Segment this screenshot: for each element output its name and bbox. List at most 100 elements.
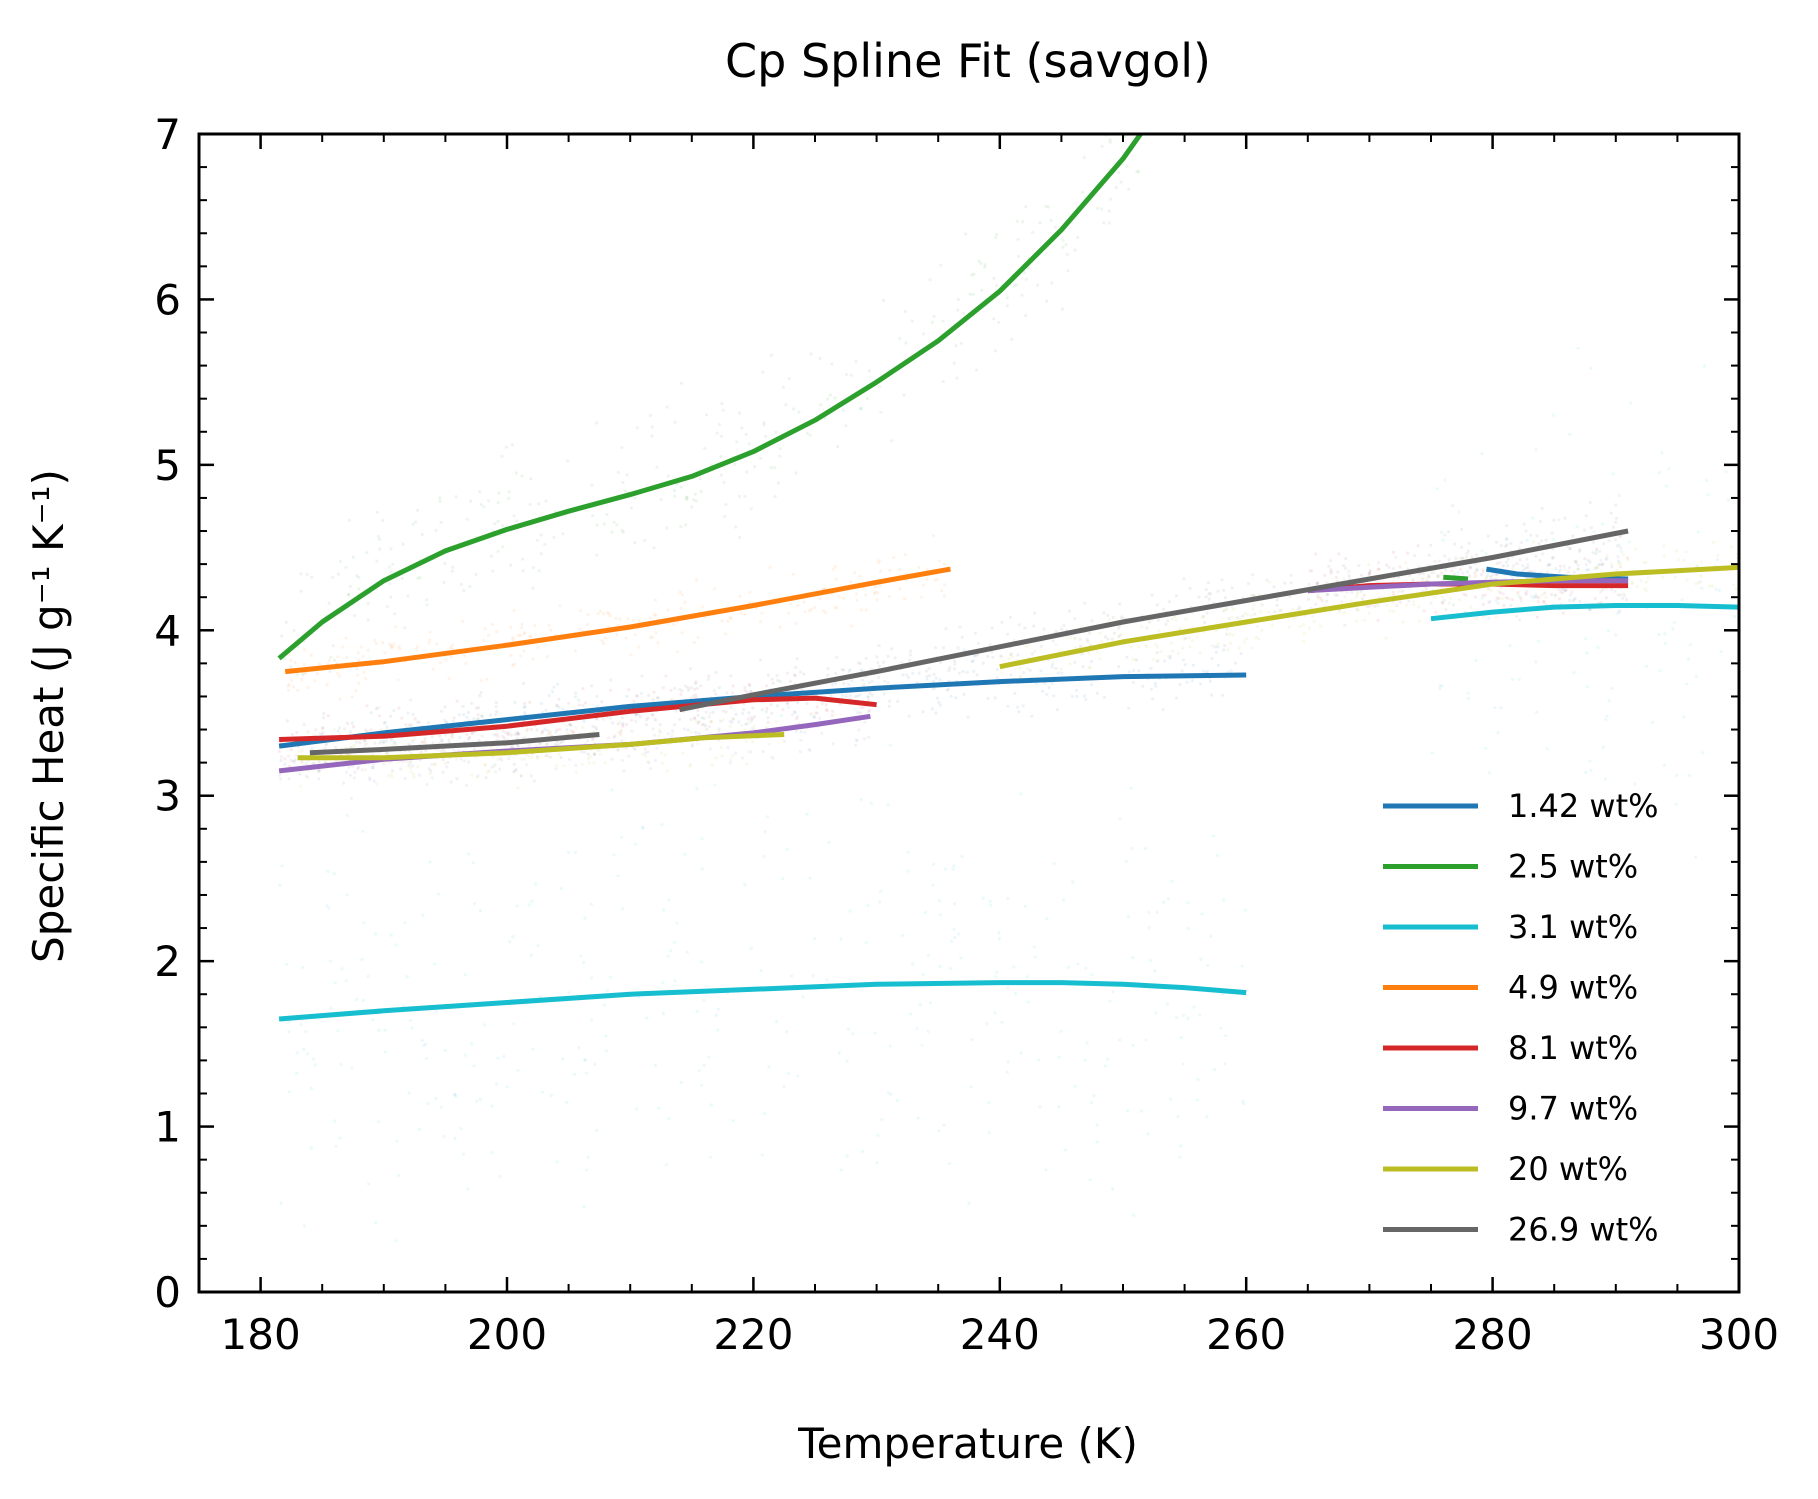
raw-data-point — [1447, 530, 1451, 534]
raw-data-point — [1599, 590, 1603, 594]
raw-data-point — [344, 979, 348, 983]
raw-data-point — [1025, 667, 1029, 671]
raw-data-point — [802, 600, 806, 604]
raw-data-point — [1118, 602, 1122, 606]
raw-data-point — [624, 636, 628, 640]
raw-data-point — [414, 647, 419, 652]
raw-data-point — [441, 770, 445, 774]
raw-data-point — [659, 497, 663, 502]
raw-data-point — [596, 612, 600, 616]
raw-data-point — [317, 769, 321, 773]
raw-data-point — [616, 722, 620, 726]
raw-data-point — [363, 768, 367, 772]
raw-data-point — [513, 768, 518, 773]
raw-data-point — [383, 1028, 387, 1032]
raw-data-point — [535, 755, 540, 759]
raw-data-point — [1044, 204, 1048, 208]
raw-data-point — [443, 761, 447, 765]
raw-data-point — [472, 717, 476, 721]
raw-data-point — [1031, 230, 1035, 234]
raw-data-point — [1488, 600, 1492, 604]
raw-data-point — [1426, 579, 1430, 583]
raw-data-point — [293, 661, 297, 665]
raw-data-point — [350, 721, 354, 725]
raw-data-point — [476, 774, 480, 778]
raw-data-point — [702, 716, 706, 721]
raw-data-point — [1201, 630, 1206, 635]
y-tick-label: 4 — [154, 606, 181, 655]
raw-data-point — [826, 667, 830, 671]
raw-data-point — [567, 722, 571, 726]
raw-data-point — [1268, 580, 1272, 585]
raw-data-point — [451, 719, 455, 723]
raw-data-point — [952, 361, 956, 365]
raw-data-point — [815, 711, 820, 715]
raw-data-point — [290, 733, 294, 737]
raw-data-point — [416, 764, 420, 769]
raw-data-point — [976, 641, 981, 645]
y-tick-label: 3 — [154, 772, 181, 821]
raw-data-point — [329, 655, 333, 659]
raw-data-point — [1179, 1144, 1183, 1148]
raw-data-point — [812, 714, 816, 719]
raw-data-point — [550, 689, 555, 694]
raw-data-point — [903, 597, 907, 601]
raw-data-point — [1302, 623, 1306, 627]
raw-data-point — [907, 714, 911, 718]
raw-data-point — [1082, 156, 1086, 160]
raw-data-point — [1129, 645, 1133, 649]
raw-data-point — [1150, 593, 1154, 597]
raw-data-point — [1103, 635, 1107, 639]
raw-data-point — [443, 561, 447, 566]
raw-data-point — [1155, 659, 1159, 663]
raw-data-point — [752, 715, 757, 719]
raw-data-point — [1466, 691, 1470, 695]
raw-data-point — [1174, 594, 1178, 598]
raw-data-point — [338, 726, 342, 730]
raw-data-point — [972, 669, 976, 674]
raw-data-point — [1298, 605, 1302, 609]
raw-data-point — [682, 727, 686, 731]
raw-data-point — [480, 715, 484, 719]
raw-data-point — [673, 979, 677, 983]
raw-data-point — [568, 757, 572, 762]
raw-data-point — [443, 705, 447, 709]
raw-data-point — [382, 762, 386, 766]
raw-data-point — [844, 373, 849, 377]
raw-data-point — [779, 713, 784, 718]
raw-data-point — [1479, 573, 1483, 577]
raw-data-point — [620, 835, 624, 839]
raw-data-point — [953, 935, 957, 940]
raw-data-point — [377, 1028, 381, 1033]
raw-data-point — [496, 549, 500, 553]
raw-data-point — [1525, 589, 1529, 593]
raw-data-point — [1298, 624, 1302, 628]
raw-data-point — [747, 711, 751, 715]
raw-data-point — [729, 705, 733, 709]
raw-data-point — [391, 743, 395, 747]
raw-data-point — [502, 736, 506, 740]
raw-data-point — [704, 710, 708, 715]
raw-data-point — [1611, 472, 1615, 476]
raw-data-point — [297, 749, 301, 754]
raw-data-point — [461, 704, 465, 708]
raw-data-point — [1518, 618, 1522, 622]
raw-data-point — [685, 950, 689, 954]
raw-data-point — [556, 682, 560, 686]
raw-data-point — [1657, 632, 1661, 637]
raw-data-point — [744, 722, 748, 726]
raw-data-point — [470, 773, 474, 777]
raw-data-point — [738, 594, 742, 599]
raw-data-point — [683, 600, 687, 604]
raw-data-point — [1500, 597, 1504, 601]
raw-data-point — [1519, 540, 1523, 545]
raw-data-point — [472, 747, 476, 751]
raw-data-point — [1117, 170, 1121, 175]
raw-data-point — [299, 572, 303, 576]
raw-data-point — [1171, 649, 1175, 653]
raw-data-point — [1342, 610, 1347, 615]
raw-data-point — [1498, 591, 1503, 595]
raw-data-point — [346, 592, 350, 597]
raw-data-point — [1000, 670, 1004, 675]
raw-data-point — [459, 1127, 463, 1131]
